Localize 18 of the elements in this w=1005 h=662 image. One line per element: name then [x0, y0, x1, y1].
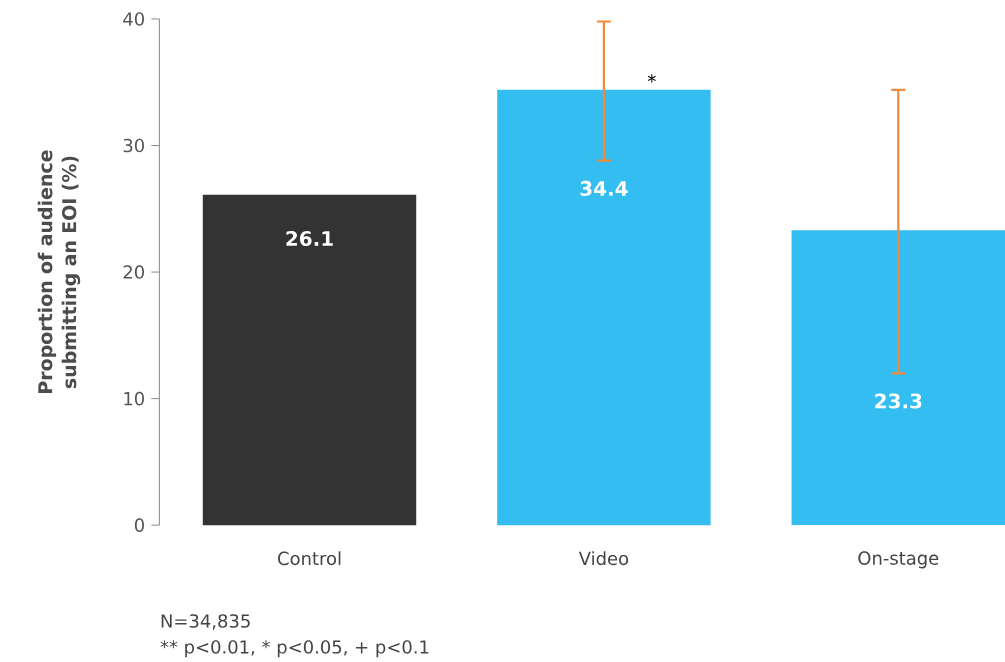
- y-tick-label: 10: [124, 391, 144, 406]
- bar: [791, 230, 1005, 526]
- data-label: 23.3: [875, 393, 922, 409]
- bar: [202, 194, 417, 526]
- y-axis-title: Proportion of audience submitting an EOI (%): [37, 150, 81, 393]
- bar: [497, 89, 711, 526]
- annotation: *: [647, 74, 656, 83]
- y-tick-label: 0: [134, 518, 144, 532]
- y-tick-label: 30: [123, 138, 144, 153]
- x-tick-label: Video: [578, 551, 629, 566]
- text: ** p<0.01, * p<0.05, + p<0.1: [160, 640, 429, 658]
- text: N=34,835: [161, 614, 250, 630]
- data-label: 34.4: [580, 180, 628, 196]
- x-tick-label: Control: [278, 551, 341, 566]
- y-tick-label: 40: [123, 12, 144, 26]
- y-tick-label: 20: [123, 265, 144, 279]
- data-label: 26.1: [286, 231, 333, 247]
- x-tick-label: On-stage: [858, 551, 939, 569]
